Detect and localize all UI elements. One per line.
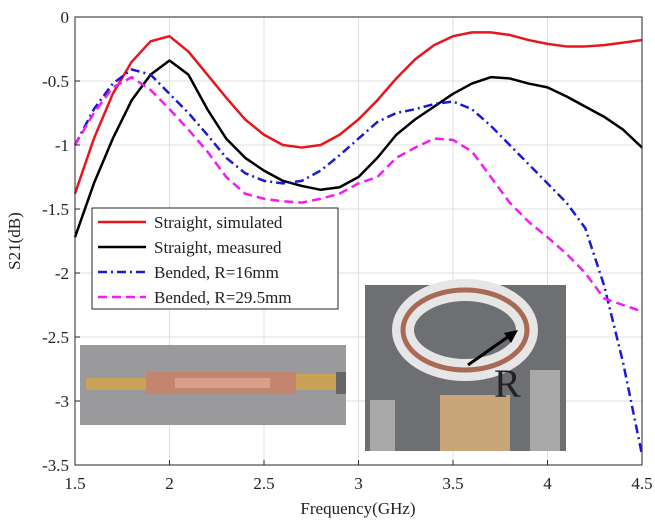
x-tick-label: 1.5: [64, 474, 85, 493]
y-tick-label: -3.5: [42, 456, 69, 475]
y-tick-label: -1.5: [42, 200, 69, 219]
series-line: [73, 75, 643, 313]
y-tick-label: -0.5: [42, 72, 69, 91]
x-axis-label: Frequency(GHz): [300, 499, 415, 518]
legend-label: Straight, measured: [154, 238, 282, 257]
y-tick-label: -2.5: [42, 328, 69, 347]
ticks: 1.5 2 2.5 3 3.5 4 4.5 0 -0.5 -1 -1.5 -2 -2.5 -3 -3.5: [42, 8, 653, 493]
x-tick-label: 2: [165, 474, 174, 493]
legend-label: Straight, simulated: [154, 213, 283, 232]
x-tick-label: 4: [543, 474, 552, 493]
y-tick-label: -1: [55, 136, 69, 155]
series-line: [73, 59, 643, 238]
y-tick-label: -3: [55, 392, 69, 411]
series-line: [73, 68, 644, 456]
x-tick-label: 3.5: [442, 474, 463, 493]
x-tick-label: 4.5: [631, 474, 652, 493]
y-axis-label: S21(dB): [5, 212, 24, 270]
y-tick-label: 0: [61, 8, 70, 27]
annotation: R: [494, 361, 521, 406]
legend: Straight, simulated Straight, measured Ben…: [91, 207, 339, 310]
photo-bended: R: [365, 279, 566, 451]
y-tick-label: -2: [55, 264, 69, 283]
x-tick-label: 2.5: [253, 474, 274, 493]
legend-label: Bended, R=16mm: [154, 263, 279, 282]
lines: [73, 31, 644, 456]
x-tick-label: 3: [354, 474, 363, 493]
photo-straight: [80, 345, 346, 425]
legend-label: Bended, R=29.5mm: [154, 288, 292, 307]
series-line: [73, 31, 643, 195]
